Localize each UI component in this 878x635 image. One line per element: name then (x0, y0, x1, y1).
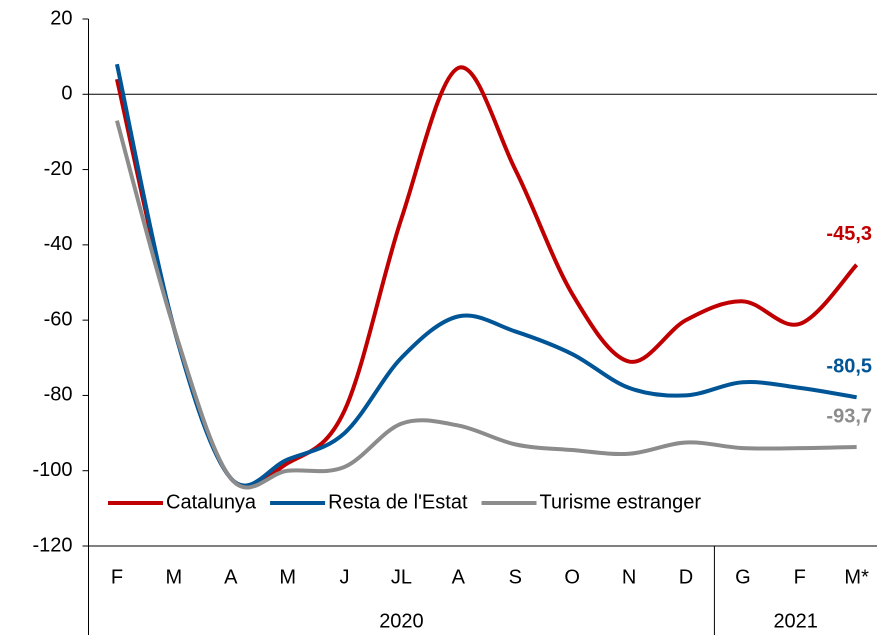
y-tick-label: -100 (32, 459, 72, 481)
y-tick-label: -60 (44, 308, 73, 330)
x-tick-label: JL (391, 566, 412, 588)
x-tick-label: M (279, 566, 296, 588)
x-tick-label: F (794, 566, 806, 588)
y-tick-label: 0 (61, 83, 72, 105)
data-label: -80,5 (826, 356, 872, 378)
group-label: 2021 (773, 610, 818, 632)
y-tick-label: -80 (44, 384, 73, 406)
group-label: 2020 (379, 610, 424, 632)
x-tick-label: O (564, 566, 580, 588)
x-tick-label: D (679, 566, 693, 588)
x-tick-label: F (111, 566, 123, 588)
x-tick-label: N (622, 566, 636, 588)
x-tick-label: A (452, 566, 466, 588)
x-tick-label: M (166, 566, 183, 588)
x-tick-label: A (224, 566, 238, 588)
line (115, 65, 859, 490)
data-label: -45,3 (826, 223, 872, 245)
legend-label: Resta de l'Estat (328, 491, 468, 513)
x-tick-label: M* (844, 566, 869, 588)
y-tick-label: -20 (44, 158, 73, 180)
x-tick-label: J (340, 566, 350, 588)
legend-label: Turisme estranger (540, 491, 702, 513)
legend-label: Catalunya (166, 491, 257, 513)
line (114, 63, 857, 488)
x-tick-label: G (735, 566, 751, 588)
y-tick-label: -40 (44, 233, 73, 255)
y-tick-label: 20 (50, 7, 72, 29)
x-tick-label: S (509, 566, 522, 588)
data-label: -93,7 (826, 405, 872, 427)
line (115, 120, 857, 490)
y-tick-label: -120 (32, 534, 72, 556)
